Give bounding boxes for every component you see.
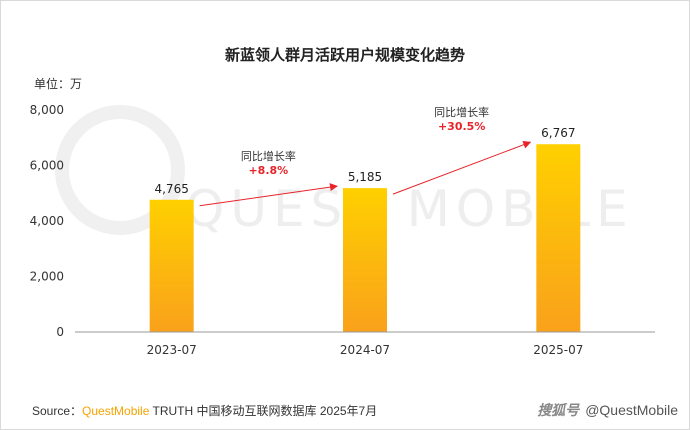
value-label: 6,767 xyxy=(541,126,575,140)
source-prefix: Source： xyxy=(32,404,83,418)
bar-2025-07 xyxy=(536,144,581,332)
credit-site: 搜狐号 xyxy=(537,402,580,418)
growth-arrow xyxy=(392,140,532,195)
value-label: 4,765 xyxy=(154,182,188,196)
x-tick-label: 2023-07 xyxy=(147,343,197,357)
x-tick-label: 2025-07 xyxy=(533,343,583,357)
source-rest: TRUTH 中国移动互联网数据库 2025年7月 xyxy=(149,404,378,418)
y-tick-label: 0 xyxy=(56,325,64,339)
growth-value: +30.5% xyxy=(438,120,485,133)
source-brand: QuestMobile xyxy=(82,404,150,418)
y-tick-label: 8,000 xyxy=(30,103,64,117)
value-label: 5,185 xyxy=(348,170,382,184)
growth-label: 同比增长率 xyxy=(241,149,296,163)
y-tick-label: 4,000 xyxy=(30,214,64,228)
source-note: Source：QuestMobile TRUTH 中国移动互联网数据库 2025… xyxy=(32,402,377,419)
bar-2023-07 xyxy=(149,199,194,332)
bar-2024-07 xyxy=(343,188,387,332)
y-tick-label: 6,000 xyxy=(30,159,64,173)
y-axis: 0 2,000 4,000 6,000 8,000 xyxy=(30,103,64,339)
annotations: 同比增长率+8.8%同比增长率+30.5% xyxy=(199,105,532,207)
credit: 搜狐号 @QuestMobile xyxy=(537,400,678,420)
credit-handle: @QuestMobile xyxy=(585,402,678,418)
x-tick-label: 2024-07 xyxy=(340,343,390,357)
y-tick-label: 2,000 xyxy=(30,270,64,284)
growth-label: 同比增长率 xyxy=(434,105,489,119)
bars: 4,765 5,185 6,767 xyxy=(149,126,581,332)
unit-label: 单位：万 xyxy=(34,76,82,91)
chart-title: 新蓝领人群月活跃用户规模变化趋势 xyxy=(225,46,465,64)
growth-value: +8.8% xyxy=(248,164,288,177)
x-axis: 2023-07 2024-07 2025-07 xyxy=(147,343,584,357)
growth-arrow xyxy=(199,183,338,207)
